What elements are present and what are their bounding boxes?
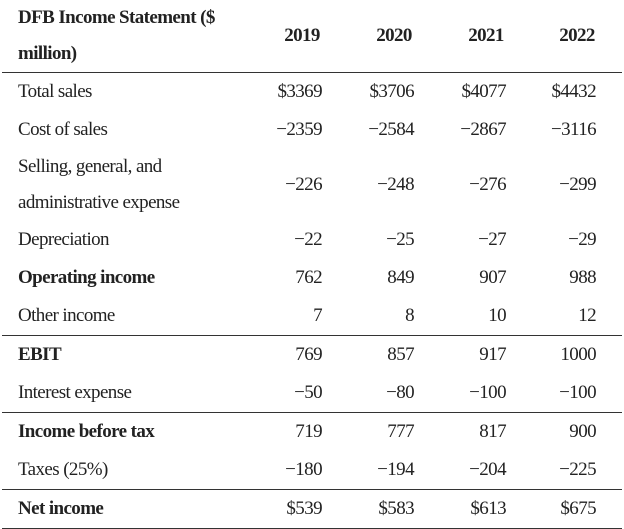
cell-value: −22 [294,229,323,250]
cell-value: −100 [440,374,532,413]
cell-value: −2359 [276,119,322,140]
body: Total sales $3369 $3706 $4077 $4432 Cost of s… [2,73,622,529]
cell-value: −80 [348,374,440,413]
row-label: Selling, general, and administrative exp… [18,156,180,213]
row: Other income 7 8 10 12 [2,297,622,336]
row: EBIT 769 857 917 1000 [2,336,622,375]
cell-value: −2584 [368,119,414,140]
cell-value: −204 [440,451,532,490]
cell-value: 777 [387,421,414,442]
row: Income before tax 719 777 817 900 [2,413,622,452]
cell-value: $4077 [461,81,506,102]
cell-value: 10 [440,297,532,336]
row-label: EBIT [18,344,62,365]
table-title: DFB Income Statement ($ million) [2,0,256,73]
row: Selling, general, and administrative exp… [2,149,622,221]
cell-value: 857 [387,344,414,365]
cell-value: −248 [377,174,414,195]
cell-value: 1000 [560,344,596,365]
cell-value: 917 [479,344,506,365]
row-label: Depreciation [18,229,110,250]
row: Depreciation −22 −25 −27 −29 [2,221,622,259]
cell-value: $4432 [551,81,596,102]
header: DFB Income Statement ($ million) 2019 2020… [2,0,622,73]
cell-value: 719 [295,421,322,442]
cell-value: −25 [386,229,415,250]
cell-value: 769 [295,344,322,365]
cell-value: 849 [387,267,414,288]
cell-value: −276 [469,174,506,195]
cell-value: 762 [295,267,322,288]
year-header: 2022 [532,0,622,73]
row-label: Operating income [18,267,155,288]
row: Operating income 762 849 907 988 [2,259,622,297]
row: Cost of sales −2359 −2584 −2867 −3116 [2,111,622,149]
cell-value: 7 [256,297,348,336]
cell-value: $613 [440,489,532,529]
cell-value: −194 [348,451,440,490]
cell-value: −2867 [460,119,506,140]
cell-value: 8 [348,297,440,336]
cell-value: 900 [569,421,596,442]
cell-value: −226 [285,174,322,195]
cell-value: −27 [478,229,507,250]
row: Interest expense −50 −80 −100 −100 [2,374,622,413]
header-row: DFB Income Statement ($ million) 2019 2020… [2,0,622,73]
cell-value: −100 [532,374,622,413]
cell-value: $3706 [369,81,414,102]
cell-value: $3369 [277,81,322,102]
cell-value: −50 [256,374,348,413]
row-label: Other income [2,297,256,336]
year-header: 2021 [440,0,532,73]
row: Net income $539 $583 $613 $675 [2,489,622,529]
year-header: 2019 [256,0,348,73]
cell-value: −29 [568,229,597,250]
row-label: Cost of sales [18,119,108,140]
cell-value: $539 [256,489,348,529]
row-label: Taxes (25%) [2,451,256,490]
row-label: Net income [2,489,256,529]
cell-value: −3116 [550,119,597,140]
cell-value: −299 [559,174,596,195]
cell-value: 988 [569,267,596,288]
cell-value: $583 [348,489,440,529]
row-label: Interest expense [2,374,256,413]
cell-value: −225 [532,451,622,490]
cell-value: −180 [256,451,348,490]
row: Total sales $3369 $3706 $4077 $4432 [2,73,622,112]
row-label: Income before tax [18,421,155,442]
cell-value: $675 [532,489,622,529]
cell-value: 12 [532,297,622,336]
row-label: Total sales [18,81,92,102]
year-header: 2020 [348,0,440,73]
row: Taxes (25%) −180 −194 −204 −225 [2,451,622,490]
cell-value: 817 [479,421,506,442]
cell-value: 907 [479,267,506,288]
